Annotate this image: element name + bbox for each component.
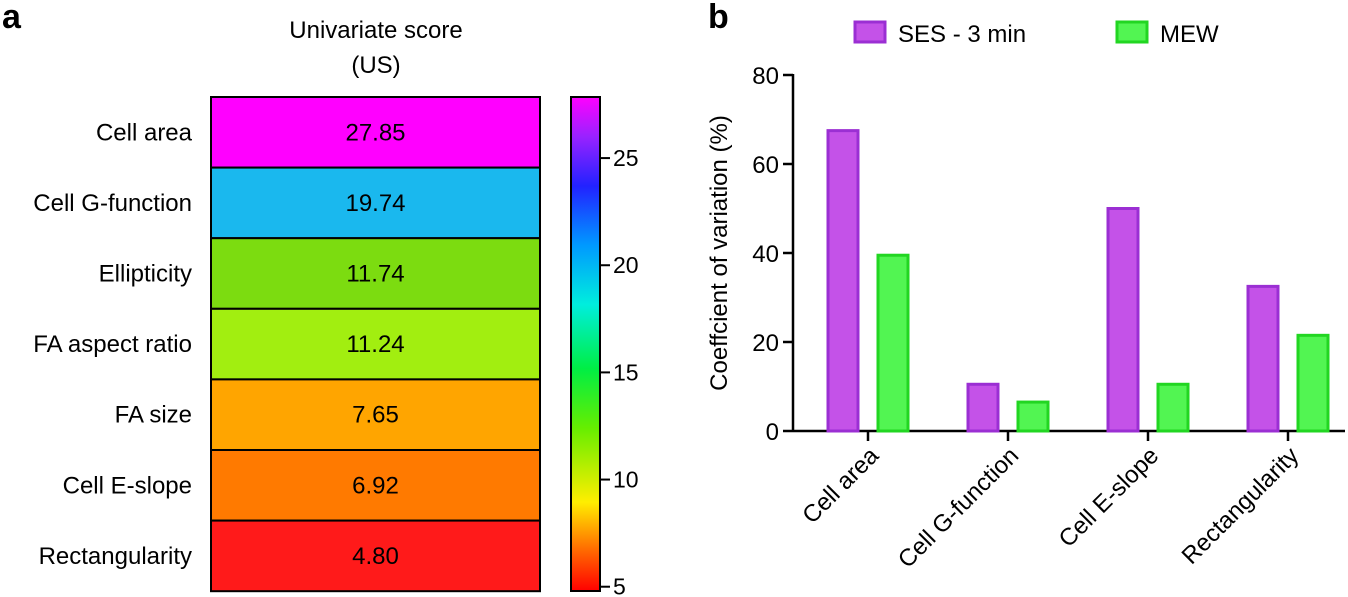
heatmap-cell [210,449,541,522]
colorbar-tick-label: 5 [613,574,626,597]
heatmap-value-label: 11.74 [346,261,404,288]
heatmap-row-label: Cell G-function [33,190,192,217]
panel-b-letter: b [708,0,729,36]
colorbar-tick-label: 25 [613,145,639,171]
panel-a: a Univariate score (US) Cell area 27.85Ce… [2,0,639,597]
heatmap-row-label: FA size [115,402,192,429]
x-tick-label: Cell G-function [893,442,1024,573]
legend-label: SES - 3 min [898,21,1026,48]
bar [1156,382,1190,433]
heatmap-value-label: 27.85 [345,119,405,146]
colorbar-tick-label: 20 [613,252,639,278]
colorbar-ticks: 25 20 15 10 5 [600,145,639,597]
heatmap-value-label: 7.65 [352,402,399,429]
x-tick-label: Cell E-slope [1054,442,1165,553]
bar [826,129,860,433]
heatmap: Cell area 27.85 Cell G-function 19.74 Ellipt… [33,96,541,593]
bar [1246,284,1280,433]
colorbar-tick-label: 10 [613,467,639,493]
bar [966,382,1000,433]
heatmap-title-line2: (US) [351,52,400,79]
heatmap-row-label: FA aspect ratio [33,331,192,358]
y-tick-label: 20 [752,330,779,357]
heatmap-row-label: Cell area [96,119,193,146]
legend-swatch [1115,20,1149,44]
x-tick-label: Rectangularity [1177,442,1305,570]
bar [876,253,910,433]
heatmap-cell [210,96,541,169]
heatmap-row-label: Ellipticity [99,261,192,288]
heatmap-title-line1: Univariate score [289,17,462,44]
y-tick-label: 80 [752,63,779,90]
bar [1296,333,1330,433]
bar-chart: 0 20 40 60 80 Cell area Cell G-function Cell E-… [752,63,1345,573]
panel-a-letter: a [2,0,22,36]
heatmap-cell [210,237,541,310]
heatmap-cell [210,166,541,240]
y-tick-label: 60 [752,152,779,179]
legend-label: MEW [1160,21,1219,48]
bar [1106,207,1140,433]
legend-swatch [853,20,887,44]
heatmap-row-label: Rectangularity [39,543,192,570]
colorbar-tick-label: 15 [613,359,639,385]
heatmap-cell [210,307,541,381]
heatmap-value-label: 4.80 [352,543,399,570]
heatmap-cell [210,519,541,593]
y-tick-label: 40 [752,241,779,268]
panel-b: b SES - 3 min MEW Coeffcient of variation… [706,0,1345,573]
heatmap-row-label: Cell E-slope [63,472,192,499]
heatmap-value-label: 11.24 [346,331,404,358]
colorbar: 25 20 15 10 5 [570,96,639,597]
heatmap-value-label: 19.74 [345,190,405,217]
heatmap-value-label: 6.92 [352,472,399,499]
bar-legend: SES - 3 min MEW [853,20,1219,48]
colorbar-gradient [570,96,601,592]
y-tick-label: 0 [766,419,779,446]
y-axis-label: Coeffcient of variation (%) [706,115,733,391]
bar [1016,400,1050,433]
x-tick-label: Cell area [797,442,884,529]
